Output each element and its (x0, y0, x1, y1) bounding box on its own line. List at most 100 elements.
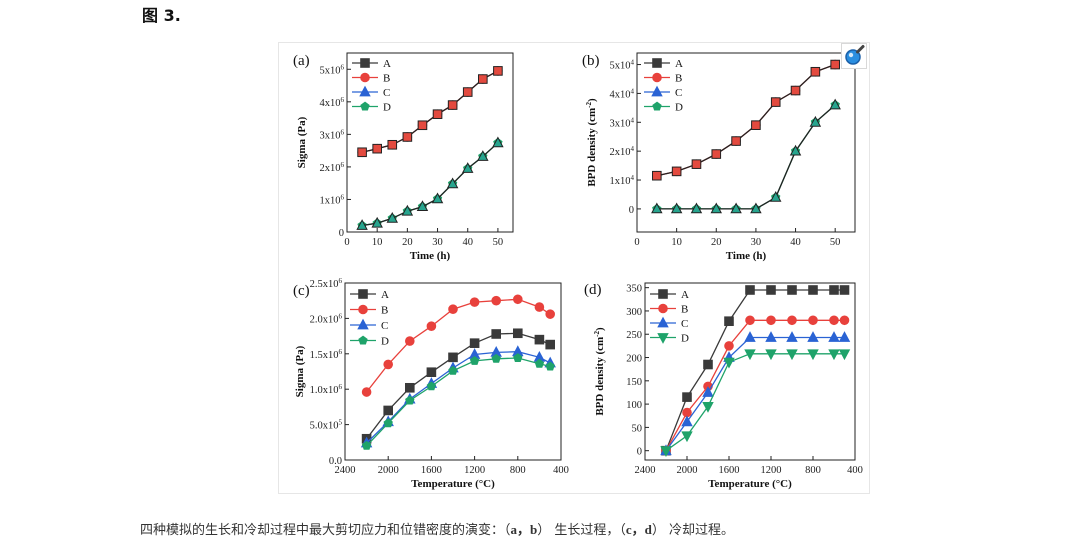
x-axis-label: Time (h) (726, 250, 767, 262)
legend-label: A (675, 58, 683, 70)
y-tick-label: 5.0x105 (310, 419, 343, 432)
data-point-B (469, 297, 480, 307)
series-line-D (656, 104, 836, 210)
y-tick-label: 1x106 (320, 193, 345, 206)
y-tick-label: 50 (632, 423, 643, 434)
data-point-D (426, 381, 437, 391)
data-point-A (711, 149, 722, 159)
chart-panel-d: (d) 2400 2000 1600 1200 800 400 0 50 100 150 200 250… (584, 282, 863, 490)
chart-panel-b: (b) 0 10 20 30 40 50 0 1x104 2x104 3x104 4x104 5x104… (582, 52, 856, 262)
data-point-C (356, 219, 368, 230)
data-point-B (448, 304, 458, 314)
data-point-A (462, 87, 473, 97)
data-point-A (682, 392, 692, 402)
y-tick-label: 2.5x106 (310, 277, 343, 290)
y-tick-label: 150 (626, 377, 642, 388)
y-tick-label: 0 (637, 447, 642, 458)
y-tick-label: 2.0x106 (310, 312, 343, 325)
series-line-C (362, 142, 499, 227)
x-tick-label: 30 (751, 237, 762, 248)
y-tick-label: 5x104 (610, 59, 635, 72)
data-point-A (724, 316, 734, 326)
legend-marker (652, 72, 662, 83)
x-axis-label: Temperature (°C) (708, 478, 792, 490)
y-tick-label: 0 (629, 205, 634, 216)
data-point-C (477, 150, 489, 161)
figure-label: 图 3. (142, 6, 181, 25)
data-point-A (493, 66, 503, 76)
data-point-C (730, 202, 742, 214)
data-point-A (745, 285, 755, 295)
data-point-C (371, 216, 383, 228)
x-tick-label: 1600 (421, 465, 442, 476)
data-point-A (829, 285, 839, 295)
x-axis-label: Temperature (°C) (411, 478, 495, 490)
legend-label: C (381, 320, 388, 332)
plot-frame (346, 52, 514, 233)
legend-marker (657, 333, 669, 344)
data-point-D (513, 353, 523, 362)
panel-label: (b) (582, 53, 600, 69)
data-point-D (383, 418, 393, 428)
data-point-C (807, 331, 819, 342)
data-point-C (828, 331, 840, 342)
x-axis-label: Time (h) (410, 250, 451, 262)
data-point-C (789, 144, 802, 156)
zoom-button[interactable] (841, 43, 867, 69)
y-tick-label: 2x106 (320, 161, 345, 174)
legend-label: B (675, 73, 682, 85)
series-C (356, 136, 504, 230)
caption-bold-cd: c，d (625, 522, 652, 537)
legend-label: D (681, 333, 689, 345)
chart-panel-c: (c) 2400 2000 1600 1200 800 400 0.0 5.0x105 1.0x1… (293, 277, 569, 490)
data-point-D (807, 349, 819, 361)
data-point-A (383, 405, 394, 416)
data-point-A (534, 334, 545, 345)
legend-marker (658, 303, 668, 314)
data-point-D (702, 402, 714, 413)
data-point-A (478, 74, 488, 84)
legend-marker (358, 335, 368, 345)
data-point-B (513, 294, 523, 305)
legend-marker (357, 318, 369, 330)
x-tick-label: 2000 (378, 465, 399, 476)
plot-frame (644, 282, 856, 461)
data-point-C (838, 331, 851, 342)
y-tick-label: 4x104 (610, 87, 635, 100)
plot-frame (344, 282, 562, 461)
caption-text-3: ） 冷却过程。 (651, 523, 735, 538)
data-point-C (750, 202, 762, 214)
series-B (661, 315, 850, 456)
series-line-A (665, 289, 845, 451)
x-tick-label: 10 (372, 237, 383, 248)
y-tick-label: 250 (626, 330, 642, 341)
x-tick-label: 10 (671, 237, 682, 248)
caption-text-2: ） 生长过程，（ (537, 523, 626, 538)
data-point-C (492, 136, 504, 148)
data-point-D (405, 395, 415, 405)
x-tick-label: 800 (510, 465, 526, 476)
figure-panel: (a) 0 10 20 30 40 50 0 1x106 2x106 3x106 4x106 5x106… (278, 42, 870, 494)
data-point-C (829, 98, 841, 110)
y-tick-label: 1.0x106 (310, 383, 343, 396)
legend-label: D (675, 102, 683, 114)
x-tick-label: 2400 (335, 465, 356, 476)
data-point-C (809, 115, 822, 127)
series-C (651, 98, 841, 214)
data-point-A (731, 136, 741, 146)
data-point-A (432, 109, 443, 119)
data-point-A (787, 285, 797, 295)
data-point-C (786, 331, 798, 342)
series-D (361, 353, 555, 450)
legend-label: C (681, 318, 688, 330)
panel-label: (c) (293, 283, 310, 299)
data-point-B (839, 315, 850, 326)
data-point-D (744, 349, 756, 361)
series-line-A (361, 70, 499, 153)
data-point-A (469, 338, 480, 348)
data-point-A (770, 97, 781, 107)
caption-text-1: 四种模拟的生长和冷却过程中最大剪切应力和位错密度的演变：（ (140, 523, 511, 538)
